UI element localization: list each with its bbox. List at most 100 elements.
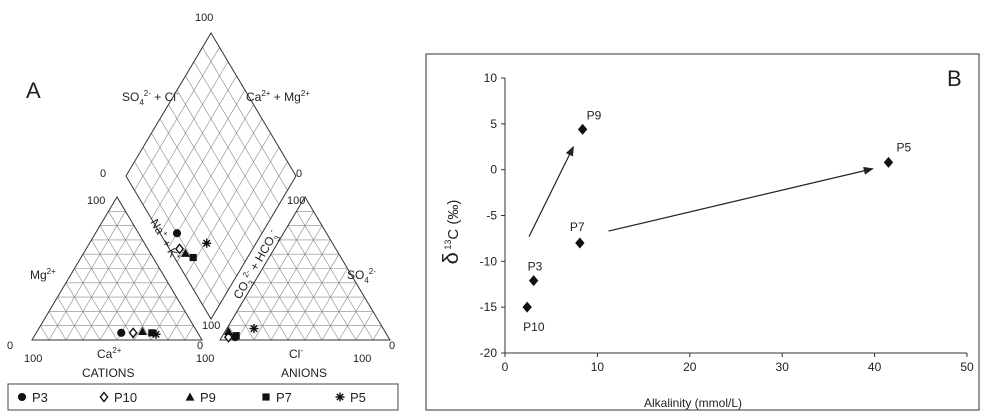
legend-box: [7, 383, 399, 411]
triangle-mark: [181, 248, 190, 257]
cation-triangle: [31, 196, 203, 341]
ca-mg-label: Ca2+ + Mg2+: [246, 89, 310, 104]
diamond-bottom-100: 100: [202, 320, 220, 332]
open-diamond-mark: [99, 391, 109, 403]
point-p9-anion: [224, 326, 233, 336]
point-p5: [883, 156, 894, 168]
anion-top-100: 100: [287, 195, 305, 207]
y-tick-label: 10: [484, 71, 498, 85]
trend-arrow-2: [608, 166, 874, 232]
point-p7: [575, 237, 585, 249]
open-diamond-mark: [175, 243, 185, 255]
central-diamond: [125, 32, 297, 320]
asterisk-stroke: [250, 324, 258, 333]
asterisk-stroke: [152, 330, 160, 338]
point-label-p10: P10: [523, 320, 545, 334]
legend-marker-p10: [99, 391, 109, 403]
diamond-left-0: 0: [100, 168, 106, 180]
grid-line: [40, 325, 50, 341]
point-label-p9: P9: [587, 108, 602, 122]
legend-label-p7: P7: [276, 390, 292, 405]
point-label-p5: P5: [896, 140, 911, 154]
legend-label-p3: P3: [32, 390, 48, 405]
grid-line: [65, 225, 135, 341]
x-tick-label: 50: [960, 360, 974, 374]
axis-ticks: 0 10 20 30 40 50 -20 -15 -10 -5 0 5 10: [480, 71, 974, 374]
grid-line: [91, 239, 152, 341]
triangle-mark: [138, 326, 147, 336]
grid-line: [193, 61, 280, 205]
legend-label-p10: P10: [114, 390, 137, 405]
square-mark: [232, 332, 240, 340]
square-mark: [262, 393, 270, 401]
legend-marker-p5: [335, 392, 345, 402]
point-p7-anion: [232, 332, 240, 340]
y-tick-label: -20: [480, 346, 498, 360]
grid-line: [184, 325, 194, 341]
trend-arrows: [528, 145, 874, 237]
point-p9: [577, 123, 588, 135]
y-tick-label: 5: [490, 117, 497, 131]
y-tick-label: -5: [486, 209, 497, 223]
grid-line: [57, 296, 84, 341]
cations-label: CATIONS: [82, 366, 134, 380]
grid-line: [176, 118, 263, 262]
diamond-mark: [528, 275, 539, 287]
grid-line: [116, 268, 160, 341]
x-axis-title: Alkalinity (mmol/L): [644, 396, 742, 410]
circle-mark: [117, 328, 126, 337]
y-tick-label: -15: [480, 300, 498, 314]
square-mark: [189, 253, 197, 262]
co3-hco3-label: CO32- + HCO3-: [230, 227, 284, 303]
anion-bottom-100: 100: [353, 353, 371, 365]
grid-line: [236, 211, 314, 341]
grid-line: [193, 147, 280, 291]
diamond-mark: [883, 156, 894, 168]
panel-b-frame: [425, 53, 980, 411]
legend-items: P3 P10 P9 P7 P5: [17, 390, 366, 405]
diamond-mark: [575, 237, 585, 249]
point-p10-diamond: [175, 243, 185, 255]
triangle-mark: [185, 392, 195, 401]
point-p5-diamond: [202, 238, 212, 248]
panel-b-label: B: [947, 66, 962, 91]
asterisk-stroke: [336, 393, 344, 401]
grid-line: [74, 268, 118, 341]
legend-marker-p3: [17, 392, 27, 402]
diamond-mark: [522, 301, 532, 313]
trend-arrow-1: [528, 145, 574, 237]
grid-line: [185, 75, 271, 220]
grid-line: [168, 104, 254, 248]
point-p9-diamond: [181, 248, 190, 257]
grid-line: [296, 211, 374, 341]
anion-right-0: 0: [389, 340, 395, 352]
x-tick-label: 20: [683, 360, 697, 374]
scatter-points: P10 P3 P9 P7 P5: [522, 108, 911, 334]
x-tick-label: 30: [776, 360, 790, 374]
piper-points: [117, 229, 259, 343]
legend-label-p9: P9: [200, 390, 216, 405]
grid-line: [262, 268, 306, 341]
grid-line: [202, 161, 288, 305]
piper-grid: [40, 47, 382, 341]
point-p3-diamond: [172, 229, 182, 238]
grid-line: [372, 325, 382, 341]
legend-label-p5: P5: [350, 390, 366, 405]
diamond-right-0: 0: [296, 168, 302, 180]
point-p10: [522, 301, 532, 313]
grid-line: [185, 132, 271, 277]
piper-diagram: A 100 0 0 100 100 100 0 0 100 100 0 100 …: [7, 12, 399, 411]
grid-line: [202, 47, 288, 191]
y-tick-label: 0: [490, 163, 497, 177]
grid-line: [82, 239, 143, 341]
grid-line: [253, 225, 323, 341]
point-p7-diamond: [189, 253, 197, 262]
point-p3-cation: [117, 328, 126, 337]
grid-line: [279, 239, 340, 341]
grid-line: [304, 268, 348, 341]
grid-line: [287, 225, 357, 341]
point-p5-cation: [151, 329, 161, 339]
grid-line: [99, 225, 169, 341]
mg-label: Mg2+: [30, 267, 56, 282]
